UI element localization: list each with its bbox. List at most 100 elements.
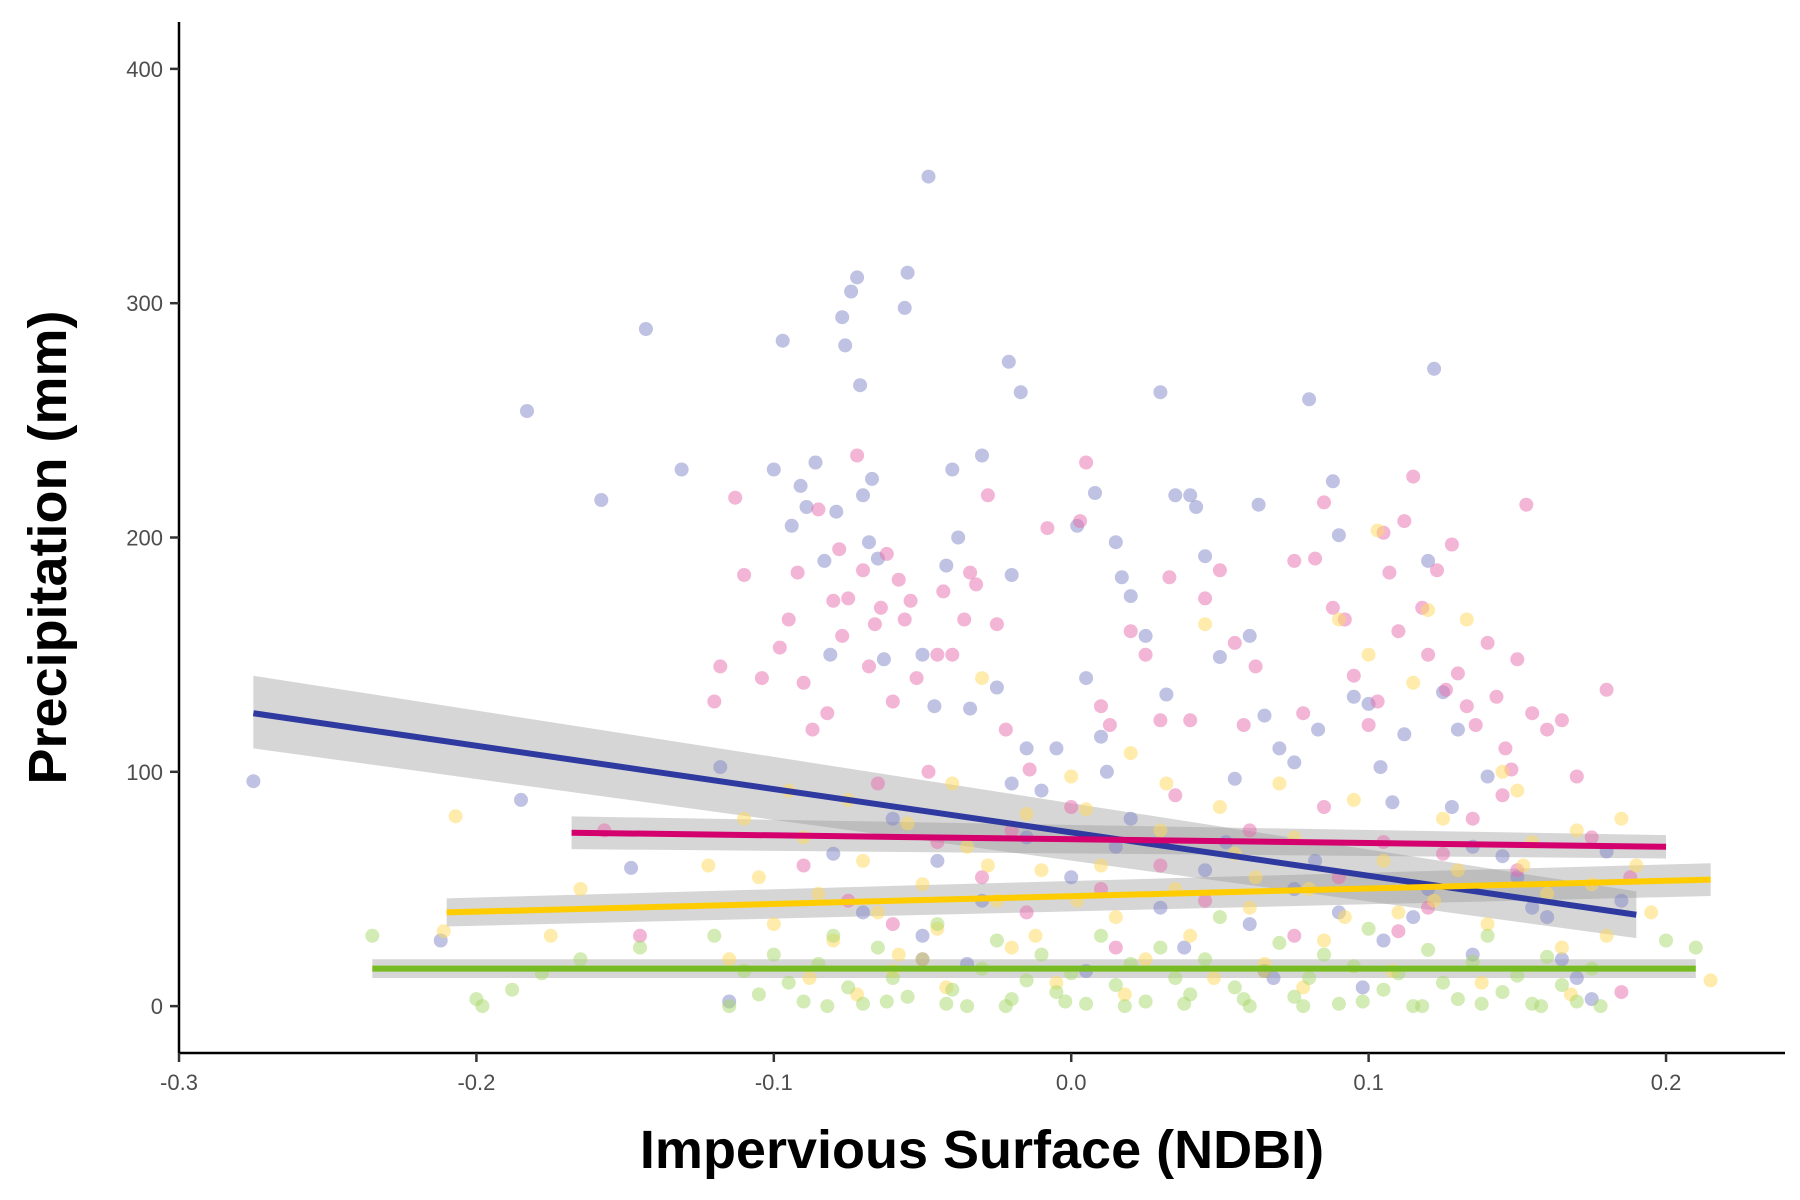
- x-tick-label: 0.1: [1353, 1070, 1384, 1095]
- data-point: [1236, 718, 1251, 732]
- data-point: [805, 722, 820, 737]
- data-point: [674, 462, 689, 477]
- data-point: [1495, 788, 1510, 803]
- data-point: [1212, 910, 1227, 925]
- data-point: [1094, 928, 1108, 943]
- data-point: [766, 917, 781, 932]
- data-point: [915, 928, 930, 943]
- data-point: [1406, 469, 1421, 484]
- y-axis-title: Precipitation (mm): [18, 310, 78, 784]
- data-point: [823, 647, 838, 662]
- data-point: [853, 378, 868, 393]
- data-point: [1034, 947, 1049, 962]
- data-point: [772, 640, 787, 655]
- data-point: [1421, 553, 1436, 568]
- data-point: [844, 284, 859, 299]
- data-point: [1361, 647, 1376, 662]
- data-point: [1540, 949, 1555, 964]
- data-point: [1153, 713, 1168, 728]
- data-point: [1569, 994, 1584, 1009]
- data-point: [891, 947, 906, 962]
- data-point: [1088, 486, 1102, 500]
- data-point: [1373, 760, 1388, 775]
- data-point: [1117, 999, 1132, 1014]
- data-point: [1242, 823, 1257, 838]
- data-point: [1108, 978, 1123, 992]
- data-point: [817, 553, 832, 568]
- data-point: [1308, 551, 1323, 566]
- data-point: [1079, 802, 1094, 817]
- data-point: [1114, 570, 1129, 585]
- x-tick-label: -0.3: [160, 1070, 198, 1095]
- data-point: [963, 701, 978, 716]
- data-point: [1212, 800, 1227, 814]
- data-point: [573, 952, 588, 967]
- data-point: [1198, 591, 1213, 606]
- data-point: [1569, 971, 1584, 985]
- data-point: [1569, 823, 1584, 838]
- data-point: [707, 928, 722, 943]
- data-point: [751, 987, 766, 1002]
- data-point: [1584, 830, 1599, 845]
- data-point: [1474, 996, 1489, 1011]
- data-point: [960, 999, 975, 1014]
- data-point: [873, 600, 888, 615]
- data-point: [796, 675, 811, 690]
- data-point: [713, 760, 728, 775]
- data-point: [1138, 647, 1153, 662]
- x-axis-ticks: -0.3 -0.2 -0.1 0.0 0.1 0.2: [160, 1053, 1681, 1095]
- data-point: [1516, 858, 1531, 873]
- data-point: [1028, 928, 1043, 943]
- trend-line: [252, 710, 1637, 918]
- data-point: [856, 853, 870, 868]
- y-tick-label: 100: [126, 760, 163, 785]
- data-point: [1248, 870, 1263, 885]
- data-point: [811, 886, 826, 901]
- data-point: [722, 999, 737, 1014]
- data-point: [1331, 528, 1346, 543]
- y-tick-label: 400: [126, 57, 163, 82]
- data-point: [1430, 563, 1444, 578]
- data-point: [1242, 900, 1257, 915]
- data-point: [1168, 971, 1183, 985]
- data-point: [838, 338, 853, 353]
- data-point: [1554, 940, 1569, 955]
- data-point: [1013, 385, 1028, 400]
- data-point: [1123, 589, 1138, 604]
- data-point: [1480, 769, 1495, 784]
- data-point: [624, 860, 639, 875]
- data-point: [903, 593, 918, 608]
- data-point: [1287, 989, 1302, 1004]
- data-point: [927, 699, 942, 714]
- data-point: [1272, 935, 1287, 950]
- data-point: [1317, 947, 1331, 962]
- data-point: [1436, 975, 1450, 990]
- data-point: [885, 811, 900, 826]
- data-point: [751, 870, 766, 885]
- data-point: [1019, 905, 1034, 920]
- data-point: [1444, 537, 1459, 552]
- y-axis-ticks: 0 100 200 300 400: [126, 57, 179, 1019]
- data-point: [867, 617, 882, 632]
- data-point: [885, 694, 900, 709]
- data-point: [897, 612, 912, 627]
- data-point: [930, 917, 945, 932]
- data-point: [998, 722, 1013, 737]
- data-point: [1079, 996, 1094, 1011]
- data-point: [1599, 928, 1614, 943]
- data-point: [900, 265, 915, 280]
- data-point: [862, 659, 876, 674]
- data-point: [1465, 954, 1480, 969]
- data-point: [799, 500, 814, 514]
- confidence-band: [253, 675, 1637, 939]
- data-point: [811, 502, 826, 517]
- data-point: [1391, 905, 1406, 920]
- data-point: [1123, 811, 1138, 826]
- data-point: [945, 776, 960, 791]
- data-point: [1236, 992, 1251, 1007]
- data-point: [633, 940, 647, 955]
- data-point: [1436, 811, 1450, 826]
- data-point: [989, 617, 1004, 632]
- data-point: [832, 542, 847, 557]
